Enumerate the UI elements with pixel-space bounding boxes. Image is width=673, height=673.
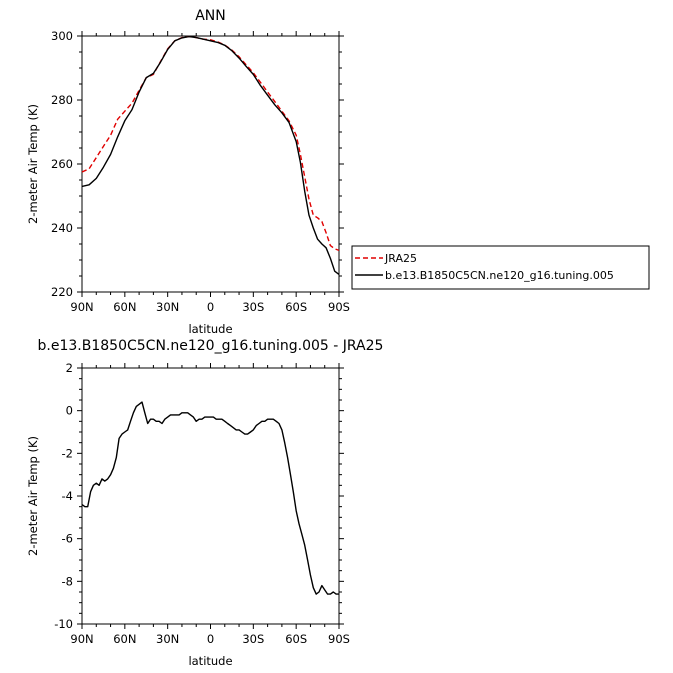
bottom-y-tick-label: -2	[62, 446, 73, 460]
bottom-x-axis: 90N 60N 30N 0 30S 60S 90S	[70, 363, 350, 646]
top-x-axis-label: latitude	[188, 322, 232, 336]
bottom-y-tick-label: -4	[62, 489, 73, 503]
bottom-x-tick-label: 30S	[242, 632, 264, 646]
top-y-axis-label: 2-meter Air Temp (K)	[26, 104, 40, 224]
bottom-x-tick-label: 30N	[156, 632, 179, 646]
legend-box	[351, 245, 650, 290]
top-x-tick-label: 0	[207, 300, 214, 314]
bottom-y-tick-label: 0	[66, 404, 73, 418]
top-y-tick-label: 260	[51, 157, 73, 171]
bottom-plot-frame	[81, 367, 340, 625]
top-x-tick-label: 30N	[156, 300, 179, 314]
bottom-chart-title: b.e13.B1850C5CN.ne120_g16.tuning.005 - J…	[38, 338, 384, 354]
bottom-y-axis-label: 2-meter Air Temp (K)	[26, 436, 40, 556]
top-x-tick-label: 90S	[328, 300, 350, 314]
top-x-tick-label: 30S	[242, 300, 264, 314]
bottom-y-tick-label: -10	[54, 617, 73, 631]
top-y-tick-label: 220	[51, 285, 73, 299]
top-x-tick-label: 60N	[113, 300, 136, 314]
bottom-x-tick-label: 90S	[328, 632, 350, 646]
bottom-y-tick-label: -8	[62, 574, 73, 588]
bottom-y-axis: -10 -8 -6 -4 -2 0 2	[54, 361, 344, 631]
top-chart-title: ANN	[195, 8, 226, 24]
top-y-axis: 220 240 260 280 300	[51, 29, 344, 299]
bottom-panel: b.e13.B1850C5CN.ne120_g16.tuning.005 - J…	[26, 338, 383, 668]
top-series-line-1	[81, 35, 340, 275]
top-y-tick-label: 240	[51, 221, 73, 235]
bottom-series-lines	[81, 401, 339, 595]
bottom-x-axis-label: latitude	[188, 654, 232, 668]
top-x-tick-label: 60S	[285, 300, 307, 314]
top-y-tick-label: 300	[51, 29, 73, 43]
top-x-tick-label: 90N	[70, 300, 93, 314]
bottom-x-tick-label: 60N	[113, 632, 136, 646]
top-series-lines	[81, 35, 340, 275]
legend-label-jra25: JRA25	[384, 252, 417, 265]
bottom-x-tick-label: 0	[207, 632, 214, 646]
top-series-line-0	[81, 35, 340, 252]
bottom-y-tick-label: 2	[66, 361, 73, 375]
top-x-axis: 90N 60N 30N 0 30S 60S 90S	[70, 31, 350, 314]
legend-label-model: b.e13.B1850C5CN.ne120_g16.tuning.005	[385, 269, 614, 282]
bottom-series-line-0	[81, 401, 339, 595]
bottom-x-tick-label: 60S	[285, 632, 307, 646]
top-y-tick-label: 280	[51, 93, 73, 107]
bottom-y-tick-label: -6	[62, 532, 73, 546]
bottom-x-tick-label: 90N	[70, 632, 93, 646]
legend: JRA25 b.e13.B1850C5CN.ne120_g16.tuning.0…	[351, 245, 650, 290]
